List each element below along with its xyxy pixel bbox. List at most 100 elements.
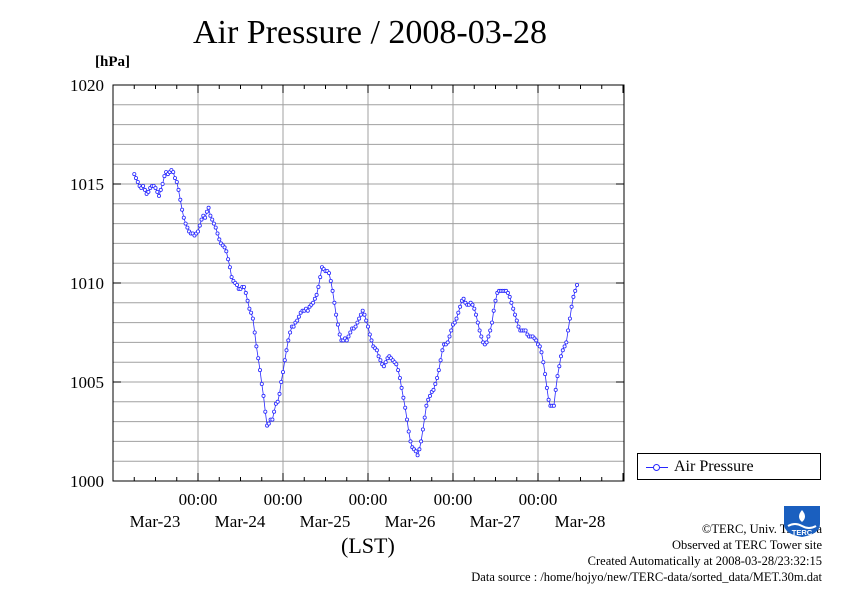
data-point	[270, 417, 275, 422]
data-point	[259, 381, 264, 386]
data-point	[358, 312, 363, 317]
data-point	[362, 312, 367, 317]
data-point	[172, 176, 177, 181]
data-point	[261, 393, 266, 398]
x-time-label: 00:00	[349, 490, 388, 509]
data-point	[449, 328, 454, 333]
data-point	[348, 330, 353, 335]
data-point	[539, 350, 544, 355]
data-point	[436, 368, 441, 373]
data-point	[335, 322, 340, 327]
data-point	[132, 172, 137, 177]
data-point	[257, 368, 262, 373]
terc-logo-icon: TERC	[784, 506, 820, 537]
data-point	[461, 296, 466, 301]
x-date-label: Mar-24	[215, 512, 266, 531]
created-text: Created Automatically at 2008-03-28/23:3…	[587, 554, 822, 568]
data-point	[355, 320, 360, 325]
data-point	[272, 409, 277, 414]
data-point	[369, 338, 374, 343]
data-point	[514, 318, 519, 323]
data-point	[516, 324, 521, 329]
data-point	[475, 320, 480, 325]
data-point	[174, 179, 179, 184]
data-point	[447, 334, 452, 339]
x-date-label: Mar-23	[130, 512, 181, 531]
data-point	[569, 304, 574, 309]
data-point	[404, 417, 409, 422]
data-point	[296, 314, 301, 319]
data-point	[383, 360, 388, 365]
data-point	[513, 312, 518, 317]
data-point	[564, 340, 569, 345]
data-point	[344, 338, 349, 343]
data-point	[162, 174, 167, 179]
data-point	[491, 308, 496, 313]
data-point	[156, 193, 161, 198]
x-date-label: Mar-25	[300, 512, 351, 531]
data-point	[360, 308, 365, 313]
legend: Air Pressure	[637, 453, 821, 480]
data-point	[252, 330, 257, 335]
data-point	[397, 375, 402, 380]
data-point	[557, 364, 562, 369]
data-point	[178, 197, 183, 202]
data-point	[415, 453, 420, 458]
data-point	[438, 358, 443, 363]
data-point	[204, 209, 209, 214]
data-point	[427, 393, 432, 398]
data-point	[180, 207, 185, 212]
data-point	[249, 310, 254, 315]
data-point	[146, 189, 151, 194]
x-date-label: Mar-27	[470, 512, 521, 531]
data-point	[133, 176, 138, 181]
data-point	[367, 332, 372, 337]
data-point	[250, 316, 255, 321]
chart-title: Air Pressure / 2008-03-28	[192, 14, 548, 51]
data-point	[357, 316, 362, 321]
x-axis-label: (LST)	[341, 533, 395, 558]
data-point	[183, 221, 188, 226]
data-point	[224, 249, 229, 254]
data-point	[213, 225, 218, 230]
data-point	[458, 304, 463, 309]
data-point	[254, 344, 259, 349]
data-point	[507, 294, 512, 299]
data-point	[365, 324, 370, 329]
data-point	[505, 290, 510, 295]
data-point	[484, 340, 489, 345]
y-tick-label: 1015	[70, 175, 104, 194]
x-date-label: Mar-26	[385, 512, 436, 531]
data-point	[551, 403, 556, 408]
data-point	[295, 318, 300, 323]
data-point	[523, 328, 528, 333]
data-point	[155, 189, 160, 194]
credits-block: ©TERC, Univ. Tsukuba Observed at TERC To…	[471, 521, 822, 585]
x-time-label: 00:00	[434, 490, 473, 509]
data-point	[413, 449, 418, 454]
data-point	[364, 318, 369, 323]
data-point	[396, 368, 401, 373]
data-point	[279, 379, 284, 384]
data-point	[566, 328, 571, 333]
data-point	[158, 187, 163, 192]
data-point	[406, 429, 411, 434]
data-point	[472, 306, 477, 311]
data-point	[346, 334, 351, 339]
data-point	[181, 215, 186, 220]
data-point	[222, 245, 227, 250]
data-point	[243, 290, 248, 295]
x-time-label: 00:00	[264, 490, 303, 509]
data-point	[473, 312, 478, 317]
data-point	[328, 278, 333, 283]
data-point	[316, 284, 321, 289]
data-point	[571, 294, 576, 299]
data-point	[234, 282, 239, 287]
data-point	[277, 391, 282, 396]
data-point	[353, 324, 358, 329]
y-tick-label: 1005	[70, 373, 104, 392]
data-point	[426, 397, 431, 402]
logo-lettering: TERC	[792, 528, 813, 537]
data-point	[311, 300, 316, 305]
